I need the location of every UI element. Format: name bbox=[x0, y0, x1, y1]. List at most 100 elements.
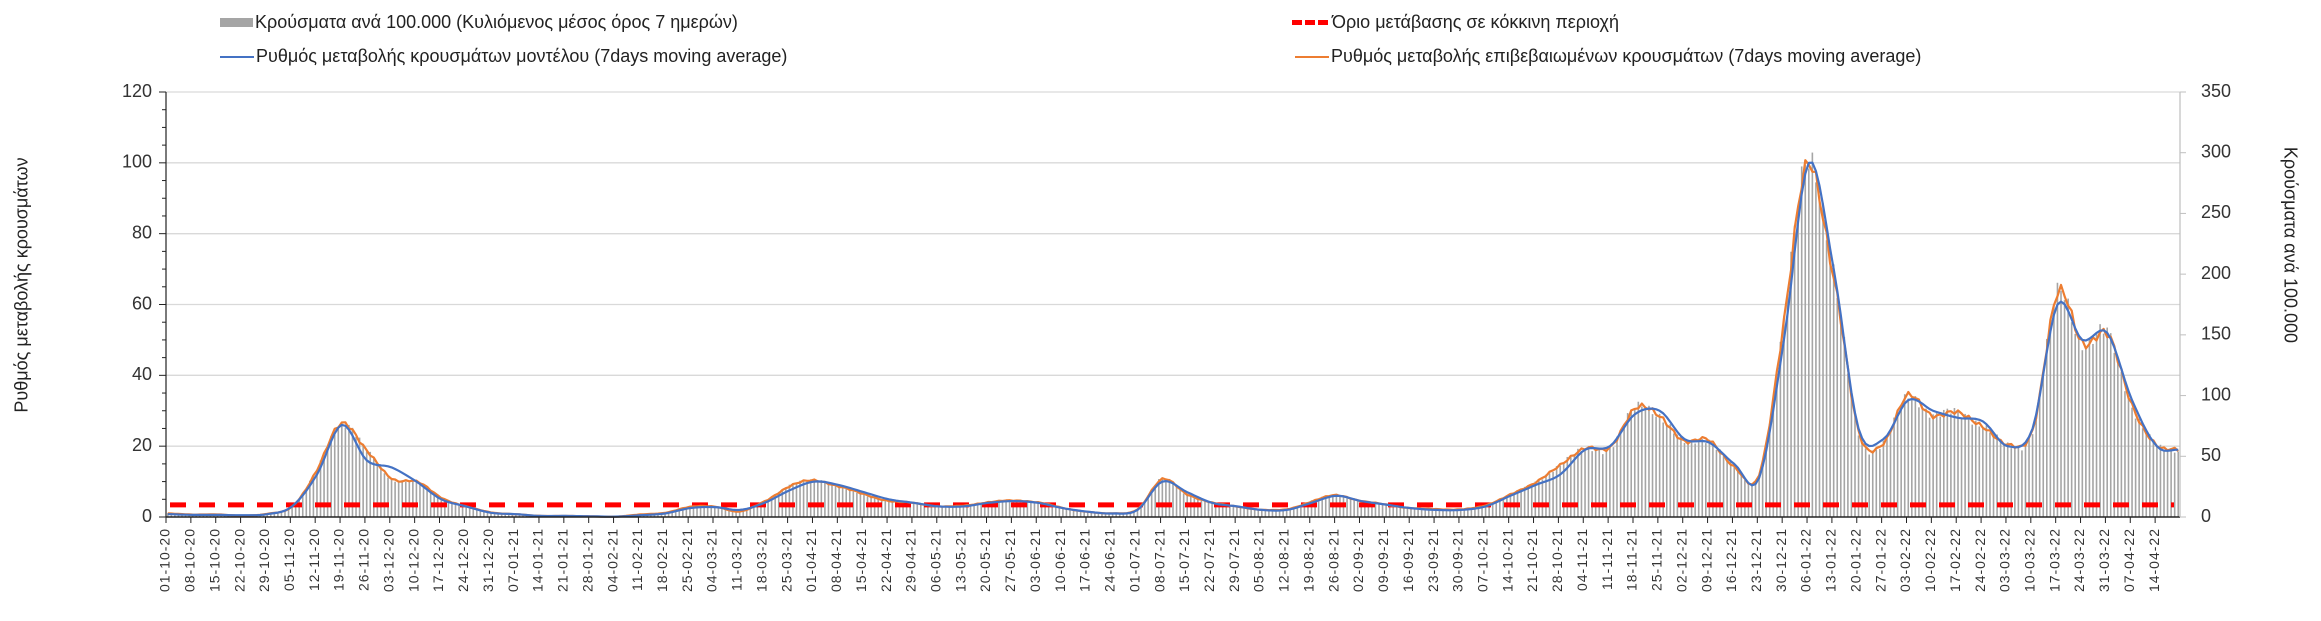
bar bbox=[873, 497, 876, 517]
bar bbox=[2035, 413, 2037, 517]
bar bbox=[2085, 347, 2087, 517]
bar bbox=[1811, 152, 1814, 517]
bar bbox=[699, 506, 702, 517]
bar bbox=[1378, 504, 1380, 517]
bar bbox=[1392, 505, 1395, 517]
x-tick-label: 24-12-20 bbox=[455, 528, 471, 592]
bar bbox=[713, 506, 716, 517]
bar bbox=[1609, 447, 1611, 517]
bar bbox=[834, 485, 837, 517]
bar bbox=[458, 504, 460, 517]
bar bbox=[1978, 426, 1981, 517]
x-tick-label: 18-11-21 bbox=[1624, 528, 1640, 591]
bar bbox=[2131, 407, 2133, 517]
bar bbox=[2106, 327, 2108, 517]
y-right-tick-label: 50 bbox=[2201, 445, 2221, 465]
bar bbox=[884, 500, 887, 517]
bar bbox=[348, 424, 350, 517]
bar bbox=[1108, 513, 1110, 517]
bar bbox=[1839, 315, 1842, 517]
y-left-tick-label: 120 bbox=[122, 81, 152, 101]
bar bbox=[1165, 478, 1167, 517]
bar bbox=[1911, 398, 1913, 517]
bar bbox=[1395, 507, 1398, 517]
bar bbox=[1729, 461, 1732, 517]
bar bbox=[454, 503, 457, 517]
bar bbox=[522, 514, 524, 517]
bar bbox=[1012, 501, 1014, 517]
bar bbox=[1925, 408, 1927, 517]
bar bbox=[1399, 507, 1402, 517]
bar bbox=[1850, 393, 1853, 517]
bar bbox=[422, 483, 425, 517]
bar bbox=[1225, 505, 1228, 517]
bar bbox=[1523, 486, 1526, 517]
x-tick-label: 02-12-21 bbox=[1673, 528, 1689, 592]
bar bbox=[1822, 202, 1824, 517]
bar bbox=[2138, 418, 2140, 517]
x-tick-label: 08-04-21 bbox=[828, 528, 844, 592]
bar bbox=[372, 458, 375, 517]
x-tick-label: 21-01-21 bbox=[555, 528, 571, 592]
bar bbox=[1562, 463, 1565, 517]
x-tick-label: 25-11-21 bbox=[1649, 528, 1665, 591]
bar bbox=[1630, 409, 1633, 517]
bar bbox=[760, 503, 762, 517]
legend-threshold: Όριο μετάβασης σε κόκκινη περιοχή bbox=[1292, 12, 1619, 33]
bar bbox=[788, 484, 791, 517]
bar bbox=[859, 492, 862, 517]
x-tick-label: 10-06-21 bbox=[1052, 528, 1068, 592]
y-left-tick-label: 40 bbox=[132, 364, 152, 384]
bar bbox=[1133, 512, 1135, 517]
bar bbox=[767, 499, 769, 517]
bar bbox=[284, 510, 286, 517]
bar bbox=[2092, 343, 2094, 517]
x-tick-label: 19-11-20 bbox=[331, 528, 347, 591]
y-left-tick-label: 100 bbox=[122, 152, 152, 172]
bar bbox=[1530, 485, 1533, 517]
bar bbox=[745, 510, 748, 517]
bar bbox=[1601, 454, 1604, 517]
x-tick-label: 15-07-21 bbox=[1176, 528, 1192, 592]
x-tick-label: 25-03-21 bbox=[778, 528, 794, 592]
bar bbox=[1385, 505, 1387, 517]
bar bbox=[291, 506, 293, 517]
bar bbox=[891, 500, 894, 517]
bar bbox=[1570, 457, 1572, 517]
bar bbox=[1257, 509, 1260, 517]
bar bbox=[1449, 510, 1451, 517]
bar bbox=[1427, 509, 1430, 517]
x-tick-label: 18-02-21 bbox=[654, 528, 670, 592]
bar bbox=[1818, 200, 1821, 517]
bar bbox=[1825, 240, 1828, 518]
x-tick-label: 09-09-21 bbox=[1375, 528, 1391, 592]
bar bbox=[777, 491, 780, 517]
bar bbox=[1079, 511, 1082, 517]
x-tick-label: 04-02-21 bbox=[604, 528, 620, 592]
bar bbox=[500, 513, 503, 517]
bar bbox=[1122, 513, 1125, 517]
bar bbox=[1253, 509, 1256, 517]
bar bbox=[1829, 256, 1831, 517]
x-tick-label: 22-04-21 bbox=[878, 528, 894, 592]
bar bbox=[1023, 501, 1025, 517]
bar bbox=[2017, 446, 2020, 517]
bar bbox=[1211, 501, 1213, 517]
bar bbox=[2074, 333, 2077, 517]
bar bbox=[2099, 324, 2101, 517]
bar bbox=[351, 427, 354, 517]
x-tick-label: 18-03-21 bbox=[753, 528, 769, 592]
x-tick-label: 25-02-21 bbox=[679, 528, 695, 592]
x-tick-label: 24-06-21 bbox=[1102, 528, 1118, 592]
bar bbox=[390, 478, 393, 517]
bar bbox=[2088, 337, 2091, 517]
bar bbox=[905, 502, 908, 517]
bar bbox=[1324, 496, 1327, 517]
bar bbox=[2038, 393, 2041, 517]
bar bbox=[888, 501, 890, 517]
bar bbox=[358, 437, 361, 517]
bar bbox=[1587, 446, 1590, 517]
bar bbox=[1740, 472, 1743, 517]
bar bbox=[2124, 391, 2126, 517]
bar bbox=[1594, 449, 1597, 517]
